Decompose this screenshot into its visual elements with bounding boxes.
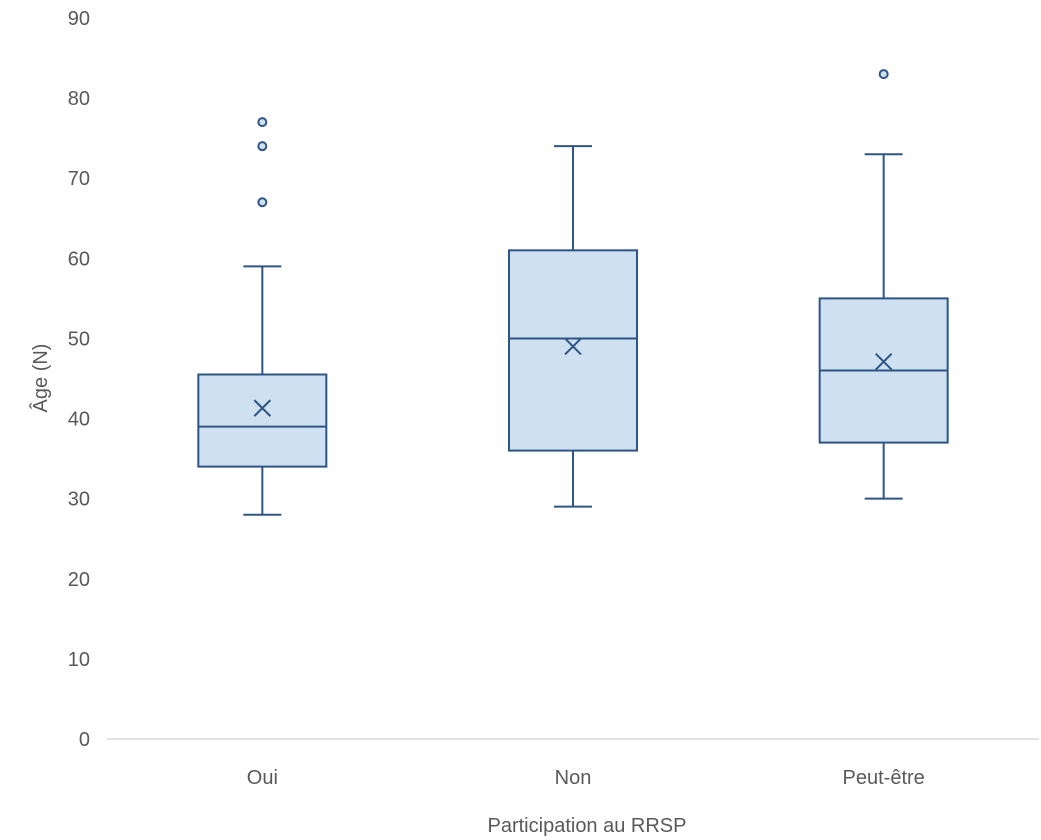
x-axis-title: Participation au RRSP <box>488 815 687 837</box>
y-tick-label: 70 <box>68 168 90 190</box>
iqr-box <box>197 373 328 468</box>
y-tick-label: 40 <box>68 409 90 431</box>
x-axis: Oui Non Peut-être <box>107 738 1039 789</box>
y-tick-label: 10 <box>68 649 90 671</box>
mean-marker <box>564 337 582 356</box>
y-tick-label: 20 <box>68 569 90 591</box>
outlier-point <box>257 141 268 152</box>
outlier-point <box>257 117 268 128</box>
y-tick-label: 50 <box>68 328 90 350</box>
outlier-point <box>257 197 268 208</box>
x-tick-label: Oui <box>247 767 278 789</box>
y-tick-label: 30 <box>68 489 90 511</box>
outlier-point <box>878 69 889 80</box>
mean-marker <box>874 352 893 371</box>
y-tick-label: 0 <box>79 729 90 751</box>
x-tick-label: Non <box>555 767 592 789</box>
box-oui <box>197 117 328 516</box>
y-axis-title: Âge (N) <box>29 344 52 413</box>
boxes <box>197 69 949 516</box>
y-axis: 0 10 20 30 40 50 60 70 80 90 <box>68 8 90 751</box>
y-tick-label: 90 <box>68 8 90 30</box>
x-tick-label: Peut-être <box>843 767 925 789</box>
box-non <box>508 145 638 508</box>
y-tick-label: 80 <box>68 88 90 110</box>
box-peuttre <box>818 69 949 500</box>
y-tick-label: 60 <box>68 248 90 270</box>
iqr-box <box>508 249 638 452</box>
mean-marker <box>253 399 272 417</box>
